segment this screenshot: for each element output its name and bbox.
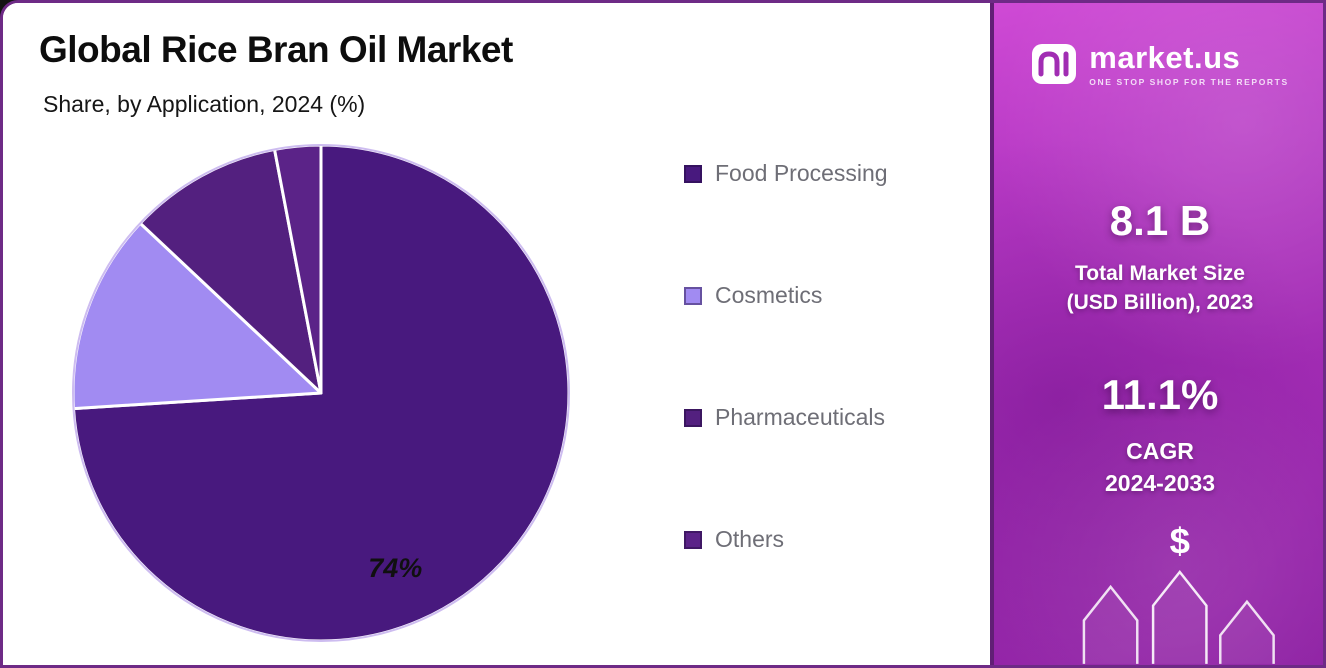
pie-outline xyxy=(72,144,570,642)
market-size-stat: 8.1 B Total Market Size (USD Billion), 2… xyxy=(994,197,1323,318)
dollar-icon: $ xyxy=(1170,520,1190,561)
legend-label: Cosmetics xyxy=(715,282,823,308)
brand-name: market.us xyxy=(1089,39,1241,75)
market-size-caption: Total Market Size (USD Billion), 2023 xyxy=(994,259,1323,318)
legend: Food Processing Cosmetics Pharmaceuticals O… xyxy=(684,160,888,553)
pie-chart: 74% xyxy=(71,143,571,643)
marketus-logo-icon xyxy=(1032,44,1077,84)
sidebar: market.us ONE STOP SHOP FOR THE REPORTS … xyxy=(990,3,1323,665)
cagr-caption: CAGR 2024-2033 xyxy=(994,435,1323,499)
chart-subtitle: Share, by Application, 2024 (%) xyxy=(43,91,366,117)
legend-item: Others xyxy=(684,526,888,553)
legend-swatch xyxy=(684,408,702,427)
legend-label: Others xyxy=(715,526,785,552)
legend-label: Food Processing xyxy=(715,160,888,186)
cagr-value: 11.1% xyxy=(1101,371,1219,418)
market-size-value: 8.1 B xyxy=(1109,197,1211,244)
legend-label: Pharmaceuticals xyxy=(715,404,886,430)
legend-item: Pharmaceuticals xyxy=(684,404,888,431)
legend-item: Cosmetics xyxy=(684,282,888,309)
chart-panel: Global Rice Bran Oil Market Share, by Ap… xyxy=(3,3,990,665)
legend-item: Food Processing xyxy=(684,160,888,187)
brand: market.us ONE STOP SHOP FOR THE REPORTS xyxy=(994,41,1323,87)
growth-arrows-icon: $ xyxy=(1082,520,1275,664)
legend-swatch xyxy=(684,286,702,305)
market-size-sublabel: (USD Billion), 2023 xyxy=(1066,291,1254,315)
legend-swatch xyxy=(684,530,702,549)
market-size-label: Total Market Size xyxy=(1075,262,1245,285)
chart-title: Global Rice Bran Oil Market xyxy=(39,29,513,70)
brand-tagline: ONE STOP SHOP FOR THE REPORTS xyxy=(1089,76,1289,87)
cagr-label: CAGR xyxy=(1126,438,1194,464)
cagr-stat: 11.1% CAGR 2024-2033 xyxy=(994,371,1323,499)
cagr-period: 2024-2033 xyxy=(1105,470,1215,497)
pie-value-label: 74% xyxy=(368,553,422,583)
brand-text: market.us ONE STOP SHOP FOR THE REPORTS xyxy=(1089,42,1288,87)
legend-swatch xyxy=(684,164,702,183)
